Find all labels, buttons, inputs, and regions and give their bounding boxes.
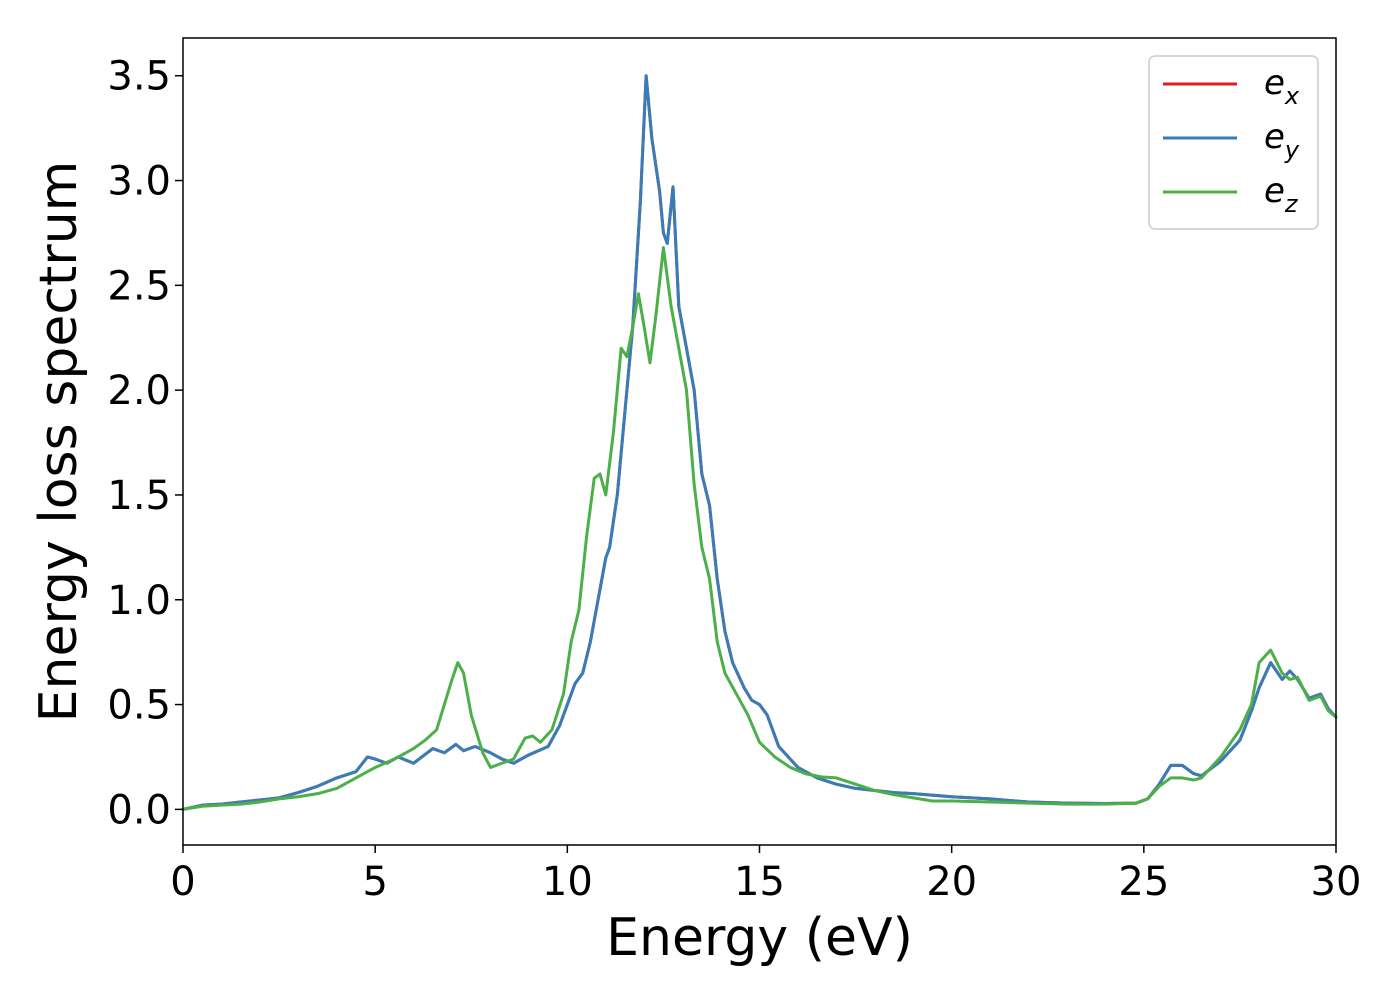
y-tick-label: 1.0: [107, 578, 171, 624]
y-tick-label: 0.5: [107, 683, 171, 729]
x-tick-label: 30: [1311, 859, 1362, 905]
legend-label-x: ex: [1264, 63, 1300, 110]
x-tick-label: 25: [1118, 859, 1169, 905]
y-tick-label: 3.0: [107, 159, 171, 205]
legend: ex ey ez: [1148, 55, 1319, 230]
y-axis-label: Energy loss spectrum: [29, 161, 89, 723]
legend-label-z: ez: [1264, 171, 1299, 218]
y-tick-label: 2.0: [107, 368, 171, 414]
x-tick-label: 10: [542, 859, 593, 905]
x-tick-label: 20: [926, 859, 977, 905]
y-axis-ticks: 0.0 0.5 1.0 1.5 2.0 2.5 3.0 3.5: [107, 54, 183, 833]
x-axis-ticks: 0 5 10 15 20 25 30: [170, 845, 1361, 905]
y-tick-label: 2.5: [107, 263, 171, 309]
y-tick-label: 1.5: [107, 473, 171, 519]
x-tick-label: 0: [170, 859, 195, 905]
series-layer: [181, 74, 1338, 811]
legend-label-y: ey: [1264, 117, 1300, 164]
series-line-e-z: [181, 246, 1338, 811]
y-tick-label: 0.0: [107, 787, 171, 833]
x-axis-label: Energy (eV): [606, 908, 913, 968]
x-tick-label: 15: [734, 859, 785, 905]
legend-box: [1148, 55, 1319, 230]
x-tick-label: 5: [362, 859, 387, 905]
series-line-e-y: [181, 74, 1338, 811]
y-tick-label: 3.5: [107, 54, 171, 100]
